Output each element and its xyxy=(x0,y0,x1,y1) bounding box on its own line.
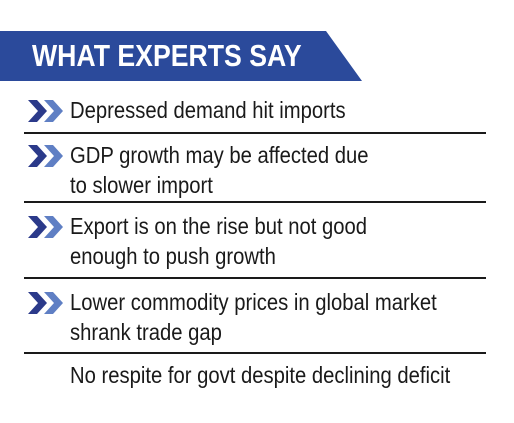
list-item-text: shrank trade gap xyxy=(70,319,222,345)
list-item-text: Depressed demand hit imports xyxy=(70,97,346,123)
experts-list: Depressed demand hit imports GDP growth … xyxy=(24,92,486,394)
double-chevron-right-icon xyxy=(28,145,63,167)
list-item: No respite for govt despite declining de… xyxy=(24,354,486,394)
list-item: Depressed demand hit imports xyxy=(24,92,486,134)
list-item-text: Export is on the rise but not good xyxy=(70,213,368,239)
list-item-text: enough to push growth xyxy=(70,243,276,269)
double-chevron-right-icon xyxy=(28,216,63,238)
list-item-text: to slower import xyxy=(70,172,213,198)
list-item: Export is on the rise but not good enoug… xyxy=(24,203,486,279)
page-title: WHAT EXPERTS SAY xyxy=(32,38,302,73)
header-banner: WHAT EXPERTS SAY xyxy=(0,31,362,81)
list-item-text: No respite for govt despite declining de… xyxy=(70,362,451,388)
list-item: GDP growth may be affected due to slower… xyxy=(24,134,486,203)
double-chevron-right-icon xyxy=(28,100,63,122)
list-item-text: Lower commodity prices in global market xyxy=(70,289,437,315)
double-chevron-right-icon xyxy=(28,292,63,314)
banner-shape xyxy=(0,31,362,81)
list-item: Lower commodity prices in global market … xyxy=(24,279,486,354)
list-item-text: GDP growth may be affected due xyxy=(70,142,369,168)
